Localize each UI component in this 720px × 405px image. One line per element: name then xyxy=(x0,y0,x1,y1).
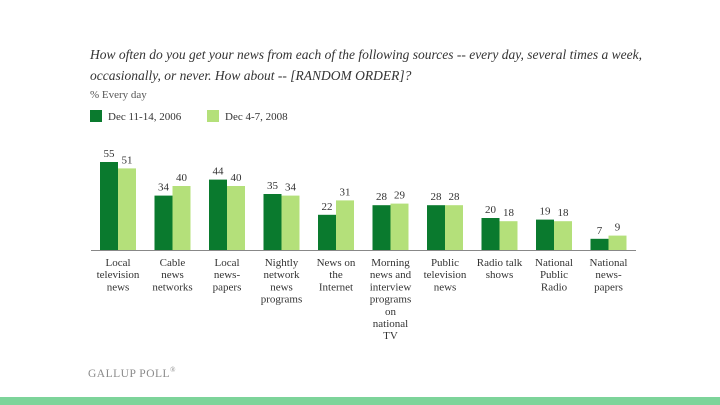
bar-2008-2 xyxy=(227,186,245,250)
bar-2006-4 xyxy=(318,214,336,250)
bar-2006-8 xyxy=(536,219,554,250)
data-label-2008-2: 40 xyxy=(231,172,243,184)
bar-2006-7 xyxy=(481,218,500,250)
category-label-4: News on the Internet xyxy=(317,257,356,293)
legend-item-2008: Dec 4-7, 2008 xyxy=(207,110,288,123)
legend-label-2006: Dec 11-14, 2006 xyxy=(108,111,182,123)
data-label-2006-2: 44 xyxy=(213,166,225,178)
data-label-2008-1: 40 xyxy=(176,172,188,184)
legend-swatch-2008 xyxy=(207,110,219,122)
data-label-2006-8: 19 xyxy=(540,206,552,218)
data-label-2008-7: 18 xyxy=(503,207,515,219)
category-label-9: National news-papers xyxy=(590,257,628,293)
data-label-2008-9: 9 xyxy=(615,222,621,234)
data-label-2006-0: 55 xyxy=(104,148,116,160)
data-label-2006-6: 28 xyxy=(431,191,443,203)
bar-2006-0 xyxy=(100,162,118,250)
footer-bar xyxy=(0,397,720,405)
data-label-2008-5: 29 xyxy=(394,190,406,202)
bar-2006-2 xyxy=(209,179,227,250)
bar-2006-6 xyxy=(427,205,445,250)
bar-2008-6 xyxy=(445,205,463,250)
data-label-2006-1: 34 xyxy=(158,182,170,194)
bar-2008-0 xyxy=(118,168,136,250)
data-label-2006-5: 28 xyxy=(376,191,388,203)
category-label-2: Local news-papers xyxy=(213,257,242,293)
gallup-brand-mark: ® xyxy=(170,366,176,374)
bar-2006-9 xyxy=(590,238,609,250)
category-label-0: Local television news xyxy=(97,257,140,293)
category-label-1: Cable news networks xyxy=(152,257,192,293)
data-label-2008-0: 51 xyxy=(122,154,133,166)
data-label-2006-7: 20 xyxy=(485,204,497,216)
chart-subtitle: % Every day xyxy=(90,89,147,101)
category-label-5: Morning news and interview programs on nation… xyxy=(370,257,412,342)
bar-2008-3 xyxy=(281,195,300,250)
bar-2008-8 xyxy=(554,221,572,250)
gallup-poll-logo: GALLUP POLL® xyxy=(88,366,176,380)
bar-2008-1 xyxy=(172,186,191,250)
legend-label-2008: Dec 4-7, 2008 xyxy=(225,111,288,123)
bar-2006-1 xyxy=(154,195,173,250)
data-label-2006-9: 7 xyxy=(597,225,603,237)
data-label-2008-6: 28 xyxy=(449,191,461,203)
bar-2008-7 xyxy=(499,221,518,250)
data-label-2006-4: 22 xyxy=(322,201,333,213)
bar-2006-5 xyxy=(372,205,391,250)
category-label-3: Nightly network news programs xyxy=(261,257,303,306)
legend-item-2006: Dec 11-14, 2006 xyxy=(90,110,181,123)
legend-swatch-2006 xyxy=(90,110,102,122)
chart-question: How often do you get your news from each… xyxy=(90,47,643,83)
data-label-2008-3: 34 xyxy=(285,182,297,194)
category-label-8: National Public Radio xyxy=(535,257,573,293)
bar-2008-9 xyxy=(608,235,627,250)
gallup-brand-text: GALLUP POLL xyxy=(88,367,171,380)
category-label-7: Radio talk shows xyxy=(477,257,523,281)
bar-2006-3 xyxy=(263,194,282,250)
bar-2008-4 xyxy=(336,200,354,250)
data-label-2008-4: 31 xyxy=(340,186,351,198)
data-label-2008-8: 18 xyxy=(558,207,570,219)
bar-2008-5 xyxy=(390,203,409,250)
data-label-2006-3: 35 xyxy=(267,180,279,192)
category-label-6: Public television news xyxy=(424,257,467,293)
